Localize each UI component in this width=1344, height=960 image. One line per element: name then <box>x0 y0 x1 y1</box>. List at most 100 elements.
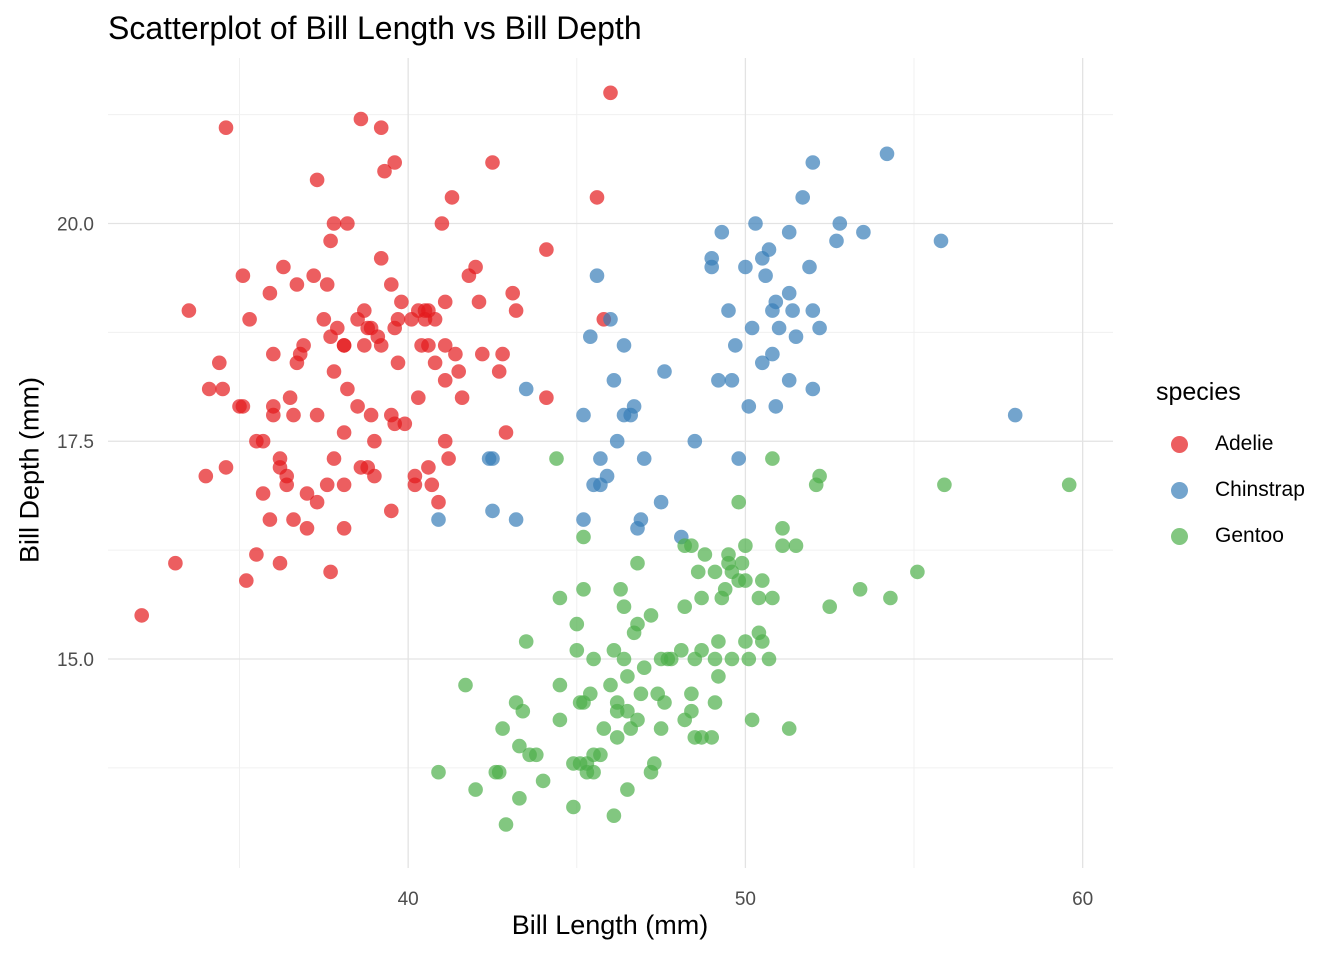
data-point-adelie <box>357 338 372 353</box>
y-tick-label: 20.0 <box>57 214 94 235</box>
data-point-chinstrap <box>805 381 821 397</box>
x-tick-label: 60 <box>1072 889 1093 910</box>
data-point-gentoo <box>576 529 591 545</box>
data-point-adelie <box>326 364 342 379</box>
y-axis-label: Bill Depth (mm) <box>14 376 45 564</box>
data-point-gentoo <box>583 686 598 702</box>
data-point-gentoo <box>498 817 514 832</box>
data-point-chinstrap <box>728 338 743 353</box>
y-tick-label: 17.5 <box>57 432 94 453</box>
data-point-gentoo <box>620 669 635 684</box>
data-point-adelie <box>384 503 399 519</box>
data-point-adelie <box>286 407 301 423</box>
data-point-adelie <box>441 451 456 466</box>
data-point-gentoo <box>724 651 740 667</box>
data-point-adelie <box>505 285 520 301</box>
data-point-adelie <box>373 120 389 135</box>
data-point-adelie <box>299 486 315 501</box>
data-point-adelie <box>444 190 460 205</box>
data-point-adelie <box>262 285 278 301</box>
data-point-chinstrap <box>781 285 797 301</box>
data-point-chinstrap <box>755 355 770 371</box>
data-point-adelie <box>215 381 230 397</box>
data-point-gentoo <box>751 590 767 606</box>
data-point-gentoo <box>647 756 662 771</box>
data-point-chinstrap <box>724 373 740 388</box>
data-point-gentoo <box>468 782 483 797</box>
data-point-adelie <box>387 155 403 170</box>
data-point-adelie <box>168 555 183 571</box>
data-point-adelie <box>367 468 382 484</box>
data-point-adelie <box>316 312 332 327</box>
data-point-gentoo <box>707 564 723 580</box>
chart-title: Scatterplot of Bill Length vs Bill Depth <box>108 10 642 46</box>
data-point-chinstrap <box>788 329 804 345</box>
data-point-adelie <box>286 512 301 527</box>
data-point-gentoo <box>765 590 780 606</box>
data-point-adelie <box>437 373 453 388</box>
data-point-gentoo <box>741 651 757 667</box>
data-point-chinstrap <box>606 373 622 388</box>
data-point-adelie <box>239 573 254 588</box>
legend-label-chinstrap: Chinstrap <box>1215 478 1305 501</box>
data-point-adelie <box>198 468 214 484</box>
data-point-chinstrap <box>485 503 500 519</box>
data-point-gentoo <box>765 451 780 466</box>
data-point-gentoo <box>491 764 507 780</box>
data-point-adelie <box>384 277 399 292</box>
data-point-adelie <box>235 268 251 284</box>
data-point-gentoo <box>613 582 628 597</box>
data-point-adelie <box>508 303 524 318</box>
data-point-chinstrap <box>687 433 703 449</box>
data-point-adelie <box>387 416 403 432</box>
data-point-gentoo <box>593 747 608 763</box>
data-point-gentoo <box>883 590 898 606</box>
data-point-gentoo <box>707 695 723 710</box>
data-point-adelie <box>353 111 369 127</box>
data-point-gentoo <box>788 538 804 553</box>
legend-label-gentoo: Gentoo <box>1215 524 1284 547</box>
data-point-gentoo <box>738 538 753 553</box>
data-point-adelie <box>309 407 325 423</box>
x-axis-label: Bill Length (mm) <box>511 910 709 940</box>
data-point-gentoo <box>738 634 753 649</box>
data-point-gentoo <box>755 634 770 649</box>
minor-gridlines <box>108 58 1113 868</box>
data-point-adelie <box>373 250 389 266</box>
data-point-gentoo <box>630 712 645 728</box>
data-point-adelie <box>336 521 352 536</box>
data-point-adelie <box>437 338 453 353</box>
data-point-gentoo <box>495 721 510 736</box>
data-point-adelie <box>454 390 470 406</box>
data-point-gentoo <box>586 651 601 667</box>
data-point-adelie <box>589 190 605 205</box>
data-point-gentoo <box>606 808 622 823</box>
data-point-chinstrap <box>768 294 784 310</box>
data-point-gentoo <box>744 712 760 728</box>
data-point-gentoo <box>596 721 612 736</box>
data-point-gentoo <box>576 582 591 597</box>
data-point-adelie <box>350 399 365 414</box>
data-point-gentoo <box>569 643 585 658</box>
data-point-adelie <box>437 433 453 449</box>
data-point-gentoo <box>734 555 750 571</box>
data-point-chinstrap <box>879 146 895 162</box>
data-point-gentoo <box>653 721 669 736</box>
data-point-gentoo <box>512 791 527 806</box>
data-point-gentoo <box>694 730 709 745</box>
data-point-chinstrap <box>832 216 848 231</box>
data-point-adelie <box>326 451 342 466</box>
data-point-gentoo <box>812 468 827 484</box>
data-point-adelie <box>272 555 288 571</box>
data-point-adelie <box>279 468 295 484</box>
data-point-adelie <box>255 433 271 449</box>
data-point-adelie <box>336 338 352 353</box>
data-point-adelie <box>411 390 426 406</box>
data-point-gentoo <box>620 782 635 797</box>
data-point-adelie <box>330 320 345 336</box>
data-point-gentoo <box>731 494 746 510</box>
data-point-adelie <box>309 172 325 188</box>
data-point-adelie <box>539 242 554 257</box>
data-point-adelie <box>539 390 554 406</box>
data-point-gentoo <box>1061 477 1077 493</box>
